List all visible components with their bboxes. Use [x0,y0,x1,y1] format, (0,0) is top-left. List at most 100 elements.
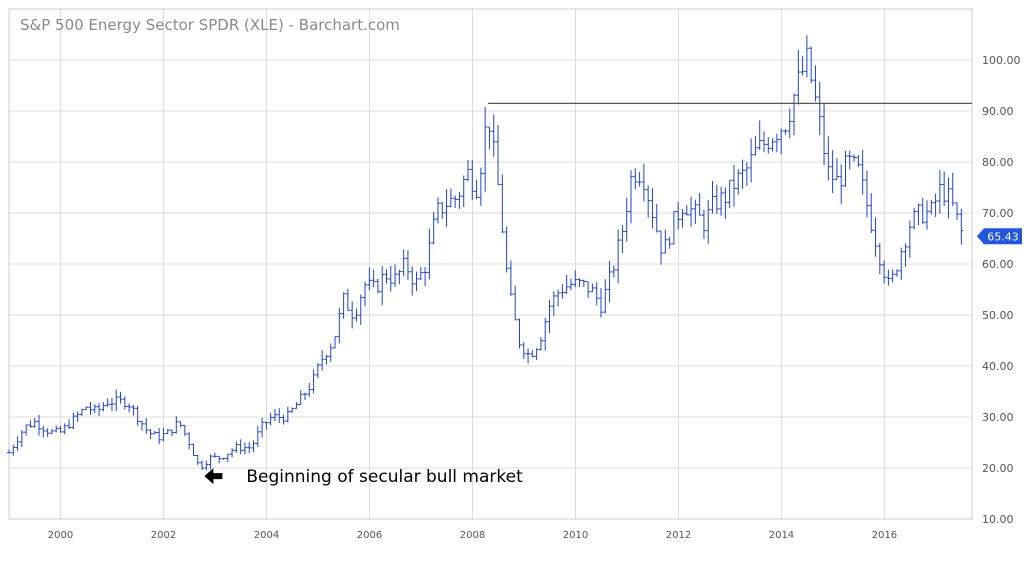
ohlc-bar [710,180,715,214]
ohlc-bar [521,342,526,360]
left-arrow-icon [204,468,223,485]
y-tick-label: 40.00 [982,360,1014,373]
ohlc-bar [24,424,29,436]
ohlc-bar [757,120,762,151]
ohlc-bar [135,405,140,426]
ohlc-bar [573,270,578,288]
ohlc-bar [590,283,595,293]
ohlc-bar [230,448,235,458]
ohlc-bar [950,172,955,207]
ohlc-bar [161,427,166,442]
ohlc-bar [641,163,646,202]
last-value-badge: 65.43 [977,228,1022,245]
ohlc-bar [45,428,50,437]
ohlc-bar [345,288,350,311]
ohlc-bar [320,350,325,371]
ohlc-bar [367,267,372,291]
ohlc-bar [315,363,320,379]
ohlc-bar [247,441,252,454]
ohlc-bar [311,369,316,394]
x-tick-label: 2016 [872,530,897,541]
ohlc-bar [200,460,205,471]
ohlc-bar [242,442,247,455]
ohlc-bar [195,454,200,465]
ohlc-bar [101,402,106,412]
ohlc-bar [251,440,256,453]
ohlc-bar [607,260,612,303]
ohlc-bar [307,383,312,397]
ohlc-bar [32,418,37,428]
ohlc-bar [264,421,269,430]
ohlc-bar [337,308,342,344]
ohlc-bar [916,203,921,226]
ohlc-bar [324,354,329,365]
ohlc-bar [178,421,183,428]
ohlc-bar [792,93,797,136]
ohlc-bar [384,269,389,284]
ohlc-bar [822,103,827,166]
ohlc-bar [41,425,46,438]
ohlc-bar [174,415,179,434]
ohlc-bar [787,108,792,139]
ohlc-bar [139,420,144,431]
x-tick-label: 2014 [769,530,794,541]
ohlc-bar [942,171,947,207]
x-tick-label: 2004 [254,530,279,541]
ohlc-bar [508,260,513,296]
ohlc-bar [633,168,638,190]
ohlc-bar [770,138,775,152]
ohlc-bar [856,154,861,167]
ohlc-bar [410,266,415,296]
ohlc-bar [946,177,951,219]
ohlc-bar [598,288,603,318]
ohlc-bar [774,133,779,153]
ohlc-bar [886,269,891,286]
ohlc-bar [603,279,608,314]
ohlc-bar [328,343,333,362]
ohlc-bar [667,236,672,249]
ohlc-bar [470,160,475,200]
ohlc-bar [448,188,453,208]
ohlc-bar [869,193,874,233]
ohlc-bar [294,401,299,410]
ohlc-bar [62,423,67,435]
ohlc-bar [15,436,20,452]
ohlc-bar [358,294,363,325]
ohlc-bar [75,411,80,422]
ohlc-bar [671,211,676,245]
ohlc-bar [899,247,904,280]
ohlc-bar [766,136,771,154]
ohlc-bar [779,128,784,155]
ohlc-bar [401,249,406,277]
ohlc-bar [616,229,621,284]
ohlc-bar [864,170,869,218]
y-tick-label: 90.00 [982,105,1014,118]
ohlc-bar [127,403,132,413]
ohlc-bar [466,160,471,182]
ohlc-bar [581,279,586,288]
ohlc-bar [860,149,865,195]
ohlc-bar [830,150,835,194]
ohlc-bar [920,197,925,225]
ohlc-bar [109,397,114,412]
x-tick-label: 2008 [460,530,485,541]
ohlc-bar [217,455,222,464]
ohlc-bar [58,426,63,433]
ohlc-bar [37,415,42,436]
ohlc-bar [873,217,878,257]
ohlc-bar [49,429,54,435]
ohlc-bar [234,441,239,453]
ohlc-bar [959,208,964,245]
ohlc-bar [496,125,501,185]
ohlc-bar [260,417,265,438]
ohlc-bar [212,452,217,458]
x-tick-label: 2002 [151,530,176,541]
ohlc-bars [7,35,964,471]
ohlc-bar [676,201,681,230]
plot-frame [8,8,973,520]
last-value-text: 65.43 [987,230,1019,243]
y-tick-label: 30.00 [982,411,1014,424]
ohlc-bar [397,269,402,285]
ohlc-bar [500,174,505,233]
ohlc-bar [620,225,625,254]
